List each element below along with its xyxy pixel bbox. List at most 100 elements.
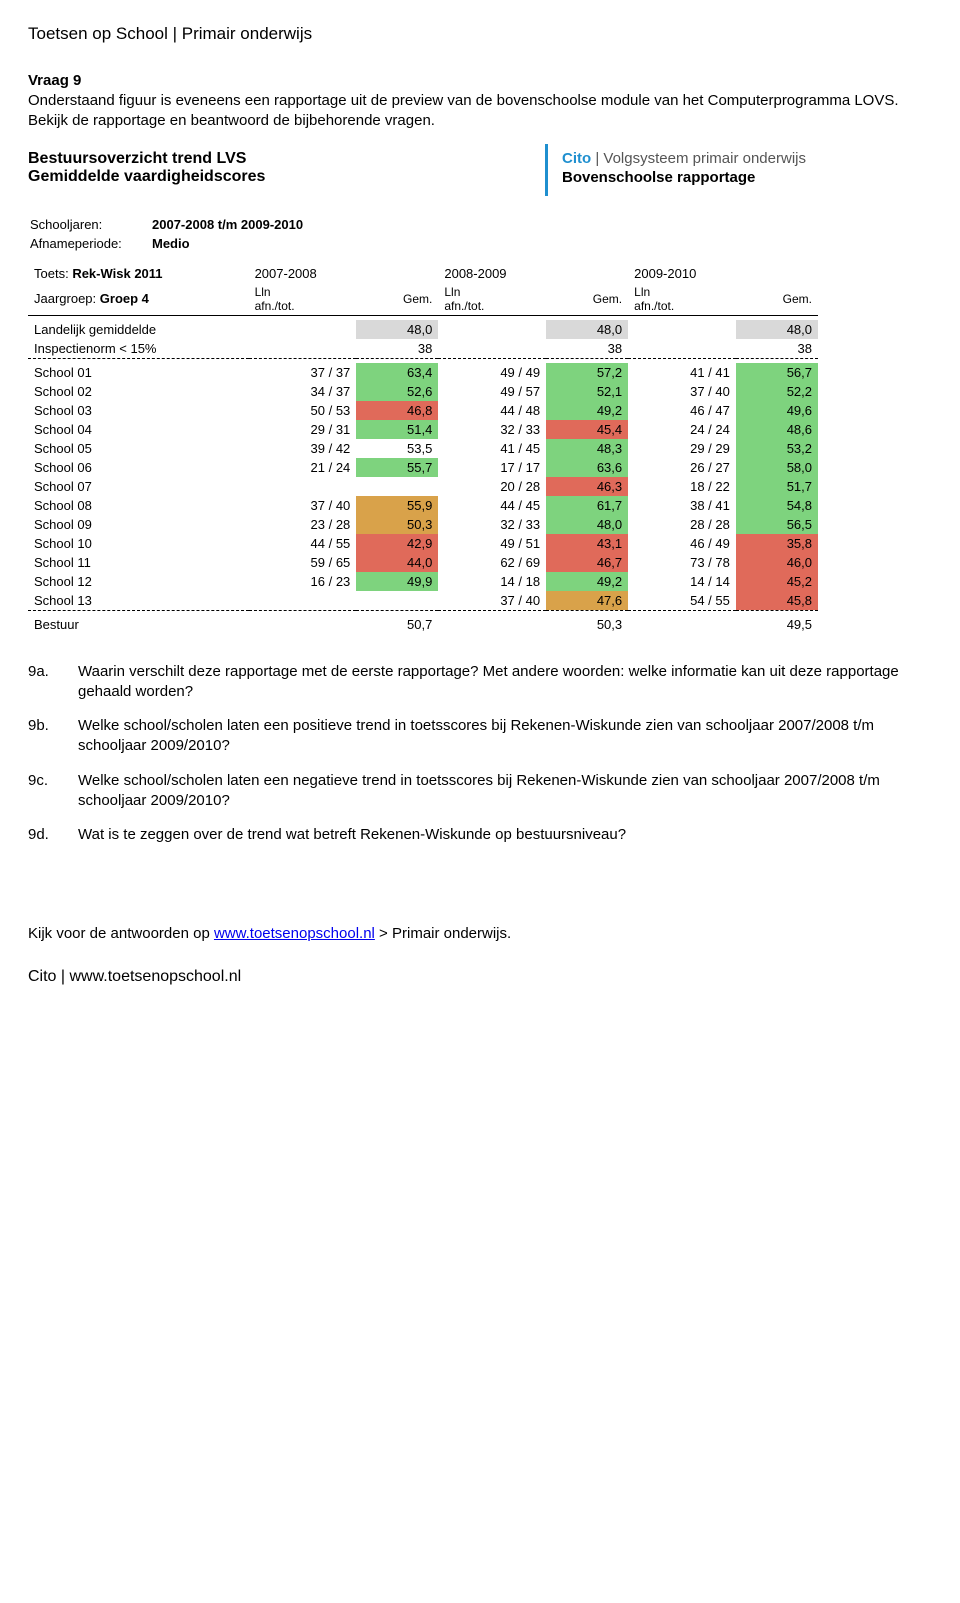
subquestion-text: Welke school/scholen laten een negatieve…: [78, 771, 932, 812]
cell-lln: [628, 320, 736, 339]
footer-link[interactable]: www.toetsenopschool.nl: [214, 925, 375, 942]
table-row: School 0137 / 3763,449 / 4957,241 / 4156…: [28, 363, 818, 382]
meta-label: Toets:: [34, 266, 69, 281]
cell-lln: 41 / 45: [438, 439, 546, 458]
cell-lln: 29 / 31: [249, 420, 357, 439]
cell-gem: 47,6: [546, 591, 628, 611]
row-label: School 11: [28, 553, 249, 572]
cito-box: Cito | Volgsysteem primair onderwijs Bov…: [545, 144, 932, 196]
cell-lln: [249, 320, 357, 339]
cell-gem: 38: [546, 339, 628, 359]
cell-gem: 38: [736, 339, 818, 359]
cell-gem: 48,0: [736, 320, 818, 339]
cell-gem: 48,0: [546, 320, 628, 339]
row-label: School 09: [28, 515, 249, 534]
cell-lln: 44 / 55: [249, 534, 357, 553]
cell-lln: 50 / 53: [249, 401, 357, 420]
cell-gem: 50,7: [356, 615, 438, 634]
cell-lln: 24 / 24: [628, 420, 736, 439]
cell-lln: 20 / 28: [438, 477, 546, 496]
cell-lln: 54 / 55: [628, 591, 736, 611]
question-block: Vraag 9 Onderstaand figuur is eveneens e…: [28, 72, 932, 132]
subquestion-number: 9d.: [28, 825, 78, 845]
subquestion: 9c.Welke school/scholen laten een negati…: [28, 771, 932, 812]
cell-gem: 49,6: [736, 401, 818, 420]
cell-lln: 39 / 42: [249, 439, 357, 458]
subquestion: 9b.Welke school/scholen laten een positi…: [28, 716, 932, 757]
table-row: School 0539 / 4253,541 / 4548,329 / 2953…: [28, 439, 818, 458]
cell-lln: [438, 339, 546, 359]
year-header: 2009-2010: [628, 264, 818, 283]
cell-lln: [249, 477, 357, 496]
subquestion-text: Wat is te zeggen over de trend wat betre…: [78, 825, 932, 845]
cito-sep: |: [591, 150, 603, 167]
cell-gem: 35,8: [736, 534, 818, 553]
cell-gem: 52,1: [546, 382, 628, 401]
cell-lln: 59 / 65: [249, 553, 357, 572]
cell-gem: 52,2: [736, 382, 818, 401]
cell-gem: 42,9: [356, 534, 438, 553]
cell-gem: 51,4: [356, 420, 438, 439]
subquestion-text: Waarin verschilt deze rapportage met de …: [78, 662, 932, 703]
row-label: School 04: [28, 420, 249, 439]
table-row: School 0837 / 4055,944 / 4561,738 / 4154…: [28, 496, 818, 515]
cell-lln: 62 / 69: [438, 553, 546, 572]
cell-lln: 14 / 18: [438, 572, 546, 591]
row-label: School 07: [28, 477, 249, 496]
cell-gem: 61,7: [546, 496, 628, 515]
cito-subtitle: Bovenschoolse rapportage: [562, 169, 922, 186]
meta-value: 2007-2008 t/m 2009-2010: [152, 216, 303, 233]
cell-gem: 43,1: [546, 534, 628, 553]
table-row: School 1159 / 6544,062 / 6946,773 / 7846…: [28, 553, 818, 572]
cell-gem: [356, 477, 438, 496]
cell-lln: 32 / 33: [438, 515, 546, 534]
cell-gem: 48,0: [546, 515, 628, 534]
row-label: School 06: [28, 458, 249, 477]
row-label: Inspectienorm < 15%: [28, 339, 249, 359]
subquestion-number: 9b.: [28, 716, 78, 757]
cell-gem: 44,0: [356, 553, 438, 572]
table-row: School 0350 / 5346,844 / 4849,246 / 4749…: [28, 401, 818, 420]
sub-header-lln: Llnafn./tot.: [438, 283, 546, 316]
page-header: Toetsen op School | Primair onderwijs: [28, 24, 932, 44]
cell-lln: [438, 615, 546, 634]
sub-header-gem: Gem.: [736, 283, 818, 316]
cell-gem: 55,7: [356, 458, 438, 477]
cell-lln: 18 / 22: [628, 477, 736, 496]
footer-link-line: Kijk voor de antwoorden op www.toetsenop…: [28, 925, 932, 942]
row-label: School 03: [28, 401, 249, 420]
table-row: Inspectienorm < 15%383838: [28, 339, 818, 359]
row-label: School 05: [28, 439, 249, 458]
cell-lln: 37 / 40: [249, 496, 357, 515]
meta-value: Groep 4: [100, 291, 149, 306]
cell-gem: 54,8: [736, 496, 818, 515]
cell-lln: [628, 339, 736, 359]
cell-lln: 37 / 37: [249, 363, 357, 382]
cell-gem: 48,3: [546, 439, 628, 458]
sub-header-lln: Llnafn./tot.: [249, 283, 357, 316]
cell-gem: 49,2: [546, 572, 628, 591]
cell-lln: 21 / 24: [249, 458, 357, 477]
cell-gem: 51,7: [736, 477, 818, 496]
meta-value: Medio: [152, 235, 303, 252]
cell-gem: 49,5: [736, 615, 818, 634]
table-row: School 1337 / 4047,654 / 5545,8: [28, 591, 818, 611]
table-row: School 07 20 / 2846,318 / 2251,7: [28, 477, 818, 496]
cell-lln: 37 / 40: [438, 591, 546, 611]
footer-suffix: > Primair onderwijs.: [375, 925, 511, 942]
cell-gem: 49,9: [356, 572, 438, 591]
report-title-2: Gemiddelde vaardigheidscores: [28, 168, 545, 186]
cell-gem: 46,3: [546, 477, 628, 496]
cell-gem: 46,0: [736, 553, 818, 572]
cell-gem: 46,7: [546, 553, 628, 572]
row-label: Bestuur: [28, 615, 249, 634]
cell-gem: 57,2: [546, 363, 628, 382]
cell-gem: 48,6: [736, 420, 818, 439]
report-title-1: Bestuursoverzicht trend LVS: [28, 150, 545, 168]
table-row: School 0923 / 2850,332 / 3348,028 / 2856…: [28, 515, 818, 534]
cell-lln: 32 / 33: [438, 420, 546, 439]
meta-label: Jaargroep:: [34, 291, 96, 306]
table-row: School 0234 / 3752,649 / 5752,137 / 4052…: [28, 382, 818, 401]
cell-gem: 50,3: [546, 615, 628, 634]
row-label: School 13: [28, 591, 249, 611]
